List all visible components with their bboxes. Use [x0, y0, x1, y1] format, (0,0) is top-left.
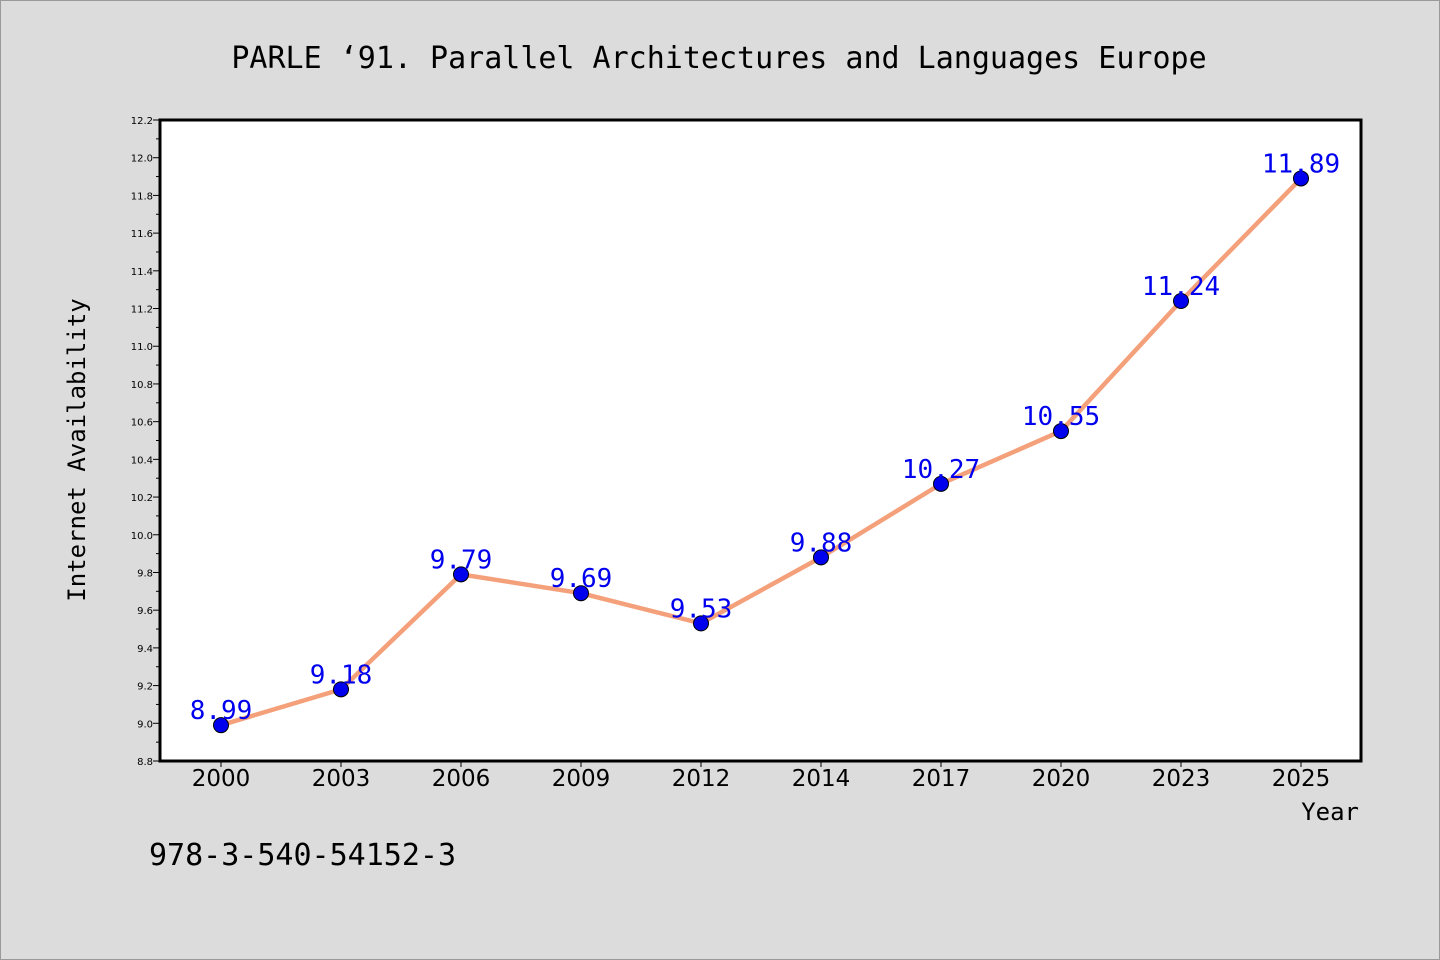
y-tick-label: 11.6 — [131, 229, 153, 240]
x-tick-label: 2023 — [1152, 766, 1211, 792]
y-axis: 8.8 9.0 9.2 9.4 9.6 9.8 10.0 10.2 10.4 10.6 10.8 11… — [131, 116, 160, 768]
data-point — [213, 717, 229, 734]
x-tick-label: 2025 — [1272, 766, 1331, 792]
data-label: 9.69 — [550, 564, 613, 594]
y-tick-label: 10.0 — [131, 531, 153, 542]
y-tick-label: 9.4 — [137, 644, 153, 655]
data-point — [813, 549, 829, 566]
x-tick-label: 2012 — [672, 766, 731, 792]
x-axis: 2000 2003 2006 2009 2012 2014 2017 2020 2023 2025 — [192, 761, 1331, 792]
x-tick-label: 2020 — [1032, 766, 1091, 792]
y-tick-label: 11.8 — [131, 191, 153, 202]
y-tick-label: 11.2 — [131, 305, 153, 316]
chart-title: PARLE ‘91. Parallel Architectures and La… — [231, 41, 1206, 76]
x-tick-label: 2017 — [912, 766, 971, 792]
y-tick-label: 9.2 — [137, 682, 153, 693]
y-tick-label: 12.0 — [131, 154, 153, 165]
data-label: 8.99 — [190, 696, 253, 726]
data-point — [333, 681, 349, 698]
footnote-isbn: 978-3-540-54152-3 — [149, 838, 456, 873]
y-tick-label: 10.6 — [131, 418, 153, 429]
y-tick-label: 10.2 — [131, 493, 153, 504]
x-tick-label: 2003 — [312, 766, 371, 792]
y-tick-label: 9.0 — [137, 719, 153, 730]
data-label: 9.53 — [670, 594, 733, 624]
y-tick-label: 9.6 — [137, 606, 153, 617]
data-label: 11.89 — [1262, 149, 1340, 179]
y-tick-label: 10.8 — [131, 380, 153, 391]
series-line — [220, 176, 1303, 728]
x-tick-label: 2009 — [552, 766, 611, 792]
data-label: 9.79 — [430, 545, 493, 575]
data-label: 10.55 — [1022, 402, 1100, 432]
data-point — [693, 615, 709, 632]
data-label: 9.18 — [310, 660, 373, 690]
data-label: 10.27 — [902, 455, 980, 485]
y-tick-label: 10.4 — [131, 455, 153, 466]
x-tick-label: 2000 — [192, 766, 251, 792]
data-point — [573, 585, 589, 602]
data-label: 9.88 — [790, 528, 853, 558]
data-point — [1293, 170, 1309, 187]
x-tick-label: 2014 — [792, 766, 851, 792]
y-tick-label: 8.8 — [137, 757, 153, 768]
plot-area — [158, 118, 1363, 763]
y-tick-label: 12.2 — [131, 116, 153, 127]
x-axis-title: Year — [1301, 798, 1359, 826]
series-layer: 8.99 9.18 9.79 9.69 9.53 9.88 10.27 10.55 11.24 1… — [190, 149, 1340, 734]
data-point — [1053, 423, 1069, 440]
x-tick-label: 2006 — [432, 766, 491, 792]
data-point — [933, 475, 949, 492]
data-label: 11.24 — [1142, 272, 1220, 302]
y-tick-label: 11.0 — [131, 342, 153, 353]
y-tick-label: 11.4 — [131, 267, 153, 278]
data-point — [1173, 292, 1189, 309]
y-axis-title: Internet Availability — [63, 298, 91, 601]
data-point — [453, 566, 469, 583]
y-tick-label: 9.8 — [137, 568, 153, 579]
